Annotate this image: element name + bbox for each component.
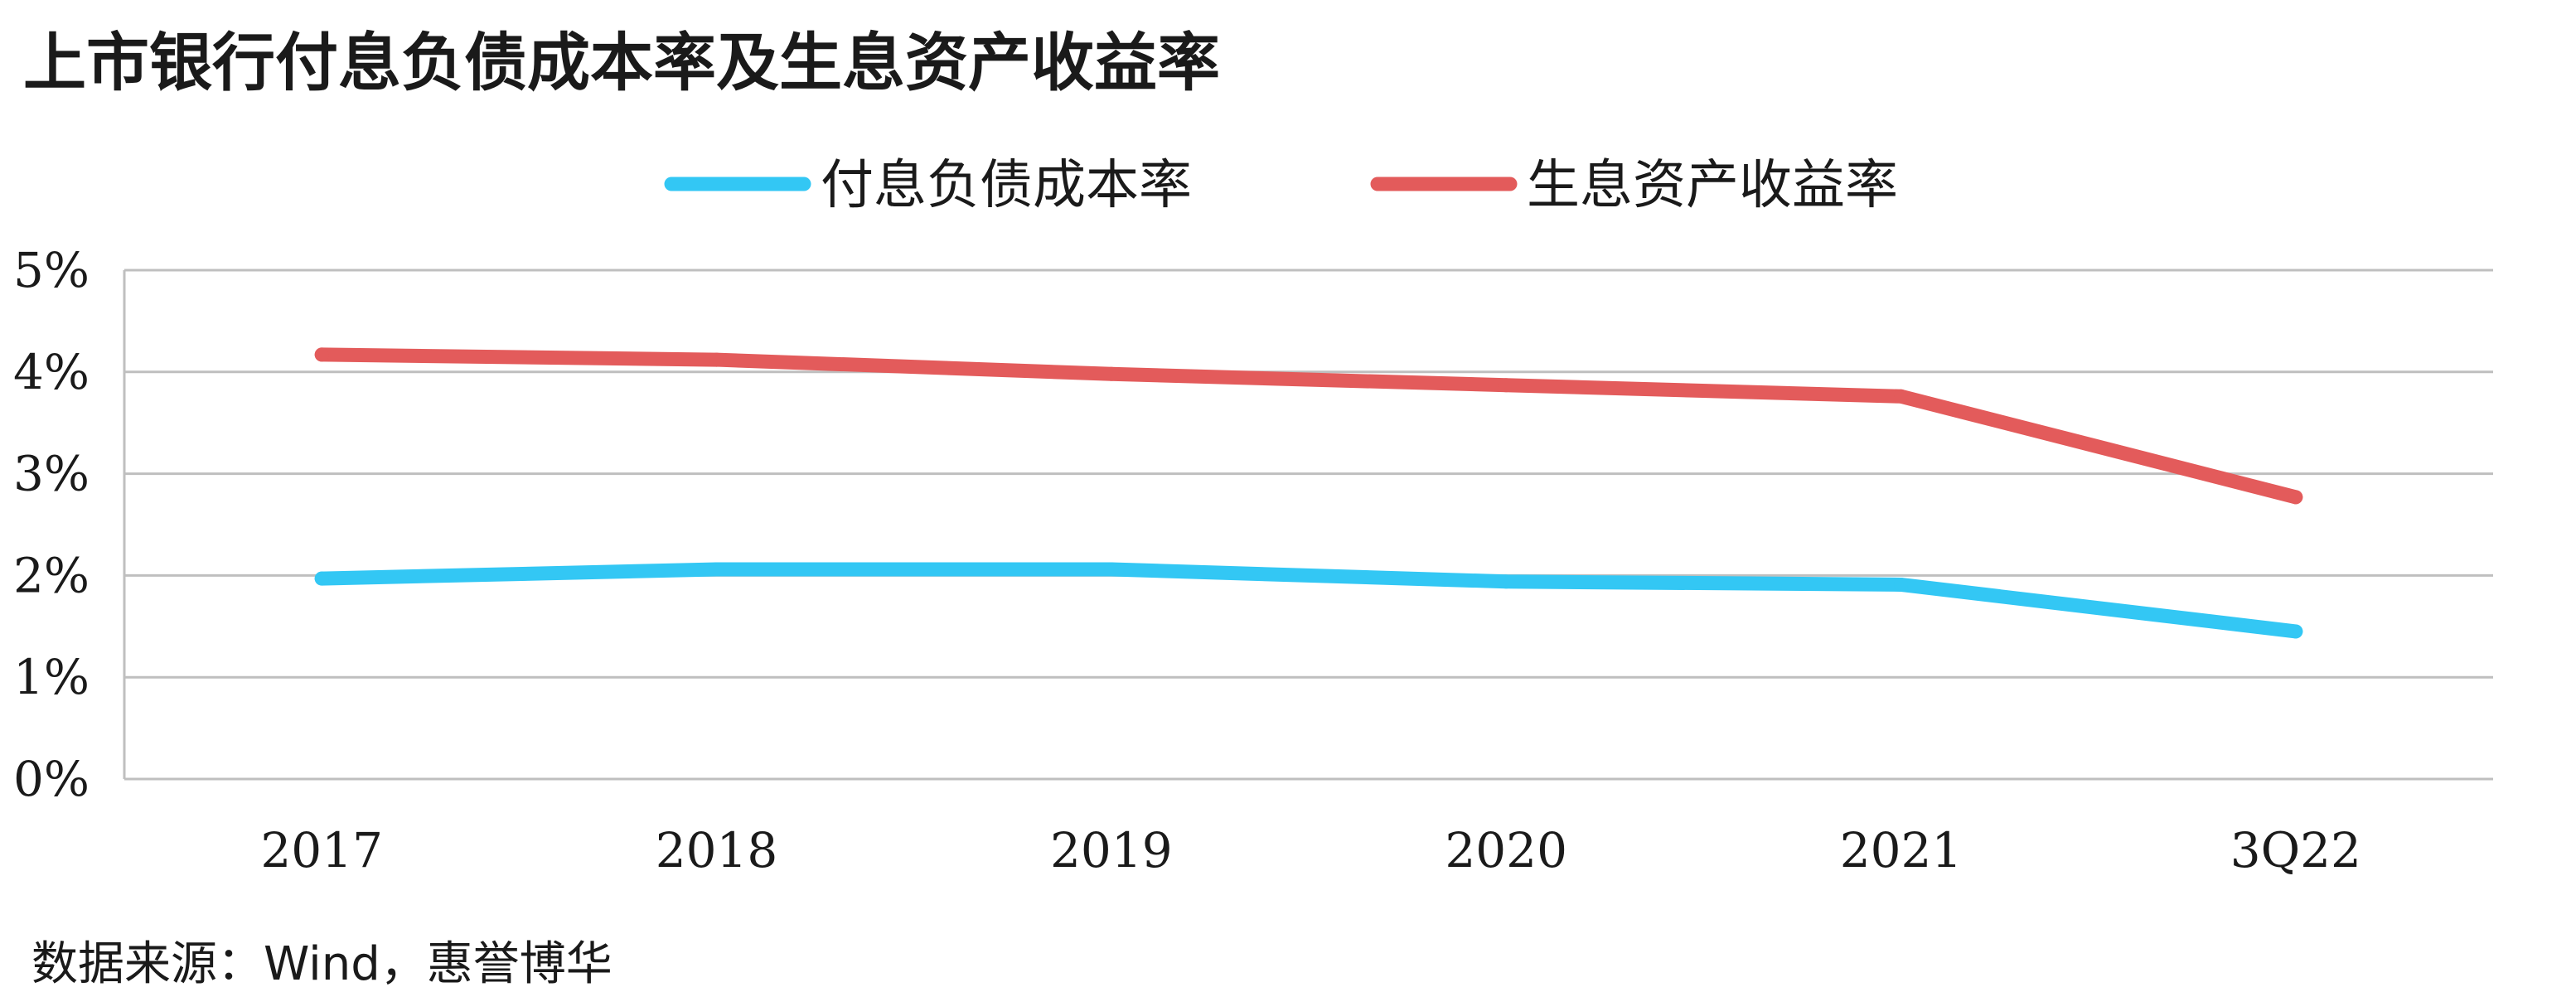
y-tick-label: 4% <box>13 344 90 400</box>
series-line-2 <box>314 347 2303 505</box>
data-point <box>1104 366 1119 381</box>
series-lines <box>314 347 2303 639</box>
y-axis-ticks: 0% 1% 2% 3% 4% 5% <box>13 242 90 807</box>
chart-title: 上市银行付息负债成本率及生息资产收益率 <box>23 26 1220 99</box>
data-point <box>1104 562 1119 577</box>
legend: 付息负债成本率 生息资产收益率 <box>664 155 1898 216</box>
x-tick-label: 2017 <box>260 822 383 878</box>
y-tick-label: 1% <box>13 649 90 705</box>
gridlines <box>123 269 2493 781</box>
source-note: 数据来源：Wind，惠誉博华 <box>31 937 613 991</box>
data-point <box>1499 574 1513 589</box>
data-point <box>709 352 724 367</box>
y-tick-label: 2% <box>13 547 90 603</box>
x-tick-label: 2019 <box>1050 822 1173 878</box>
y-tick-label: 0% <box>13 751 90 807</box>
data-point <box>2288 624 2303 639</box>
data-point <box>1499 378 1513 393</box>
legend-label-2: 生息资产收益率 <box>1527 155 1898 216</box>
x-tick-label: 2018 <box>656 822 778 878</box>
data-point <box>314 347 329 362</box>
x-tick-label: 3Q22 <box>2230 822 2361 878</box>
data-point <box>314 571 329 586</box>
y-tick-label: 5% <box>13 242 90 298</box>
x-tick-label: 2020 <box>1445 822 1567 878</box>
data-point <box>1894 577 1908 592</box>
data-point <box>709 562 724 577</box>
legend-label-1: 付息负债成本率 <box>821 155 1192 216</box>
data-point <box>2288 490 2303 505</box>
y-tick-label: 3% <box>13 446 90 502</box>
x-axis-ticks: 2017 2018 2019 2020 2021 3Q22 <box>260 822 2361 878</box>
x-tick-label: 2021 <box>1840 822 1963 878</box>
series-line-1 <box>314 562 2303 639</box>
data-point <box>1894 389 1908 404</box>
